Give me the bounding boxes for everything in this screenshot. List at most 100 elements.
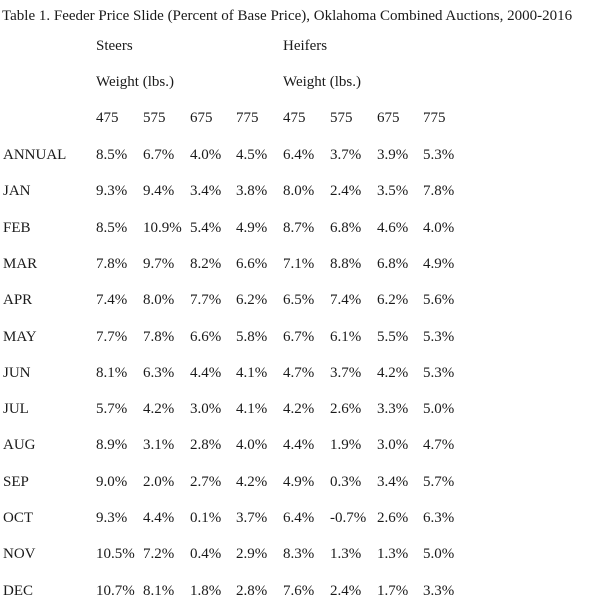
row-label: APR bbox=[3, 292, 33, 308]
table-cell: 3.8% bbox=[236, 183, 268, 199]
table-cell: 3.3% bbox=[423, 583, 455, 599]
row-label: JUL bbox=[3, 401, 29, 417]
table-cell: 4.7% bbox=[283, 365, 315, 381]
table-cell: 3.3% bbox=[377, 401, 409, 417]
steers-group-label: Steers bbox=[96, 38, 133, 54]
table-cell: 4.4% bbox=[283, 437, 315, 453]
row-label: FEB bbox=[3, 220, 31, 236]
table-cell: 4.9% bbox=[283, 474, 315, 490]
table-cell: 8.3% bbox=[283, 546, 315, 562]
table-cell: 6.7% bbox=[283, 329, 315, 345]
table-cell: 5.3% bbox=[423, 365, 455, 381]
heifers-group-label: Heifers bbox=[283, 38, 328, 54]
row-label: DEC bbox=[3, 583, 33, 599]
table-cell: 4.0% bbox=[236, 437, 268, 453]
table-cell: 6.2% bbox=[236, 292, 268, 308]
row-label: ANNUAL bbox=[3, 147, 67, 163]
table-cell: 7.8% bbox=[96, 256, 128, 272]
table-cell: 3.9% bbox=[377, 147, 409, 163]
table-cell: 4.1% bbox=[236, 365, 268, 381]
table-cell: 8.8% bbox=[330, 256, 362, 272]
table-cell: 7.4% bbox=[330, 292, 362, 308]
table-cell: 8.1% bbox=[143, 583, 175, 599]
table-cell: 7.4% bbox=[96, 292, 128, 308]
table-cell: 5.0% bbox=[423, 546, 455, 562]
table-cell: 1.8% bbox=[190, 583, 222, 599]
weight-header: 675 bbox=[190, 110, 213, 126]
table-cell: 2.4% bbox=[330, 183, 362, 199]
table-cell: 6.5% bbox=[283, 292, 315, 308]
table-cell: 4.9% bbox=[236, 220, 268, 236]
table-cell: 5.5% bbox=[377, 329, 409, 345]
table-cell: 4.4% bbox=[143, 510, 175, 526]
table-cell: 5.7% bbox=[423, 474, 455, 490]
table-cell: 8.2% bbox=[190, 256, 222, 272]
table-cell: 7.7% bbox=[190, 292, 222, 308]
table-cell: 10.5% bbox=[96, 546, 135, 562]
table-cell: 2.9% bbox=[236, 546, 268, 562]
table-cell: 8.0% bbox=[143, 292, 175, 308]
table-cell: 8.5% bbox=[96, 147, 128, 163]
weight-header: 775 bbox=[236, 110, 259, 126]
table-cell: 4.4% bbox=[190, 365, 222, 381]
table-cell: 7.8% bbox=[423, 183, 455, 199]
table-cell: 3.1% bbox=[143, 437, 175, 453]
table-cell: 3.0% bbox=[190, 401, 222, 417]
weight-header: 775 bbox=[423, 110, 446, 126]
table-cell: 5.7% bbox=[96, 401, 128, 417]
heifers-weight-label: Weight (lbs.) bbox=[283, 74, 361, 90]
table-cell: 5.3% bbox=[423, 329, 455, 345]
table-cell: 4.0% bbox=[190, 147, 222, 163]
table-cell: 2.7% bbox=[190, 474, 222, 490]
table-cell: 2.8% bbox=[236, 583, 268, 599]
table-cell: 6.3% bbox=[423, 510, 455, 526]
weight-header: 575 bbox=[330, 110, 353, 126]
table-cell: 6.4% bbox=[283, 510, 315, 526]
table-cell: 10.7% bbox=[96, 583, 135, 599]
table-cell: 1.3% bbox=[330, 546, 362, 562]
table-cell: 9.3% bbox=[96, 510, 128, 526]
table-cell: 3.4% bbox=[377, 474, 409, 490]
table-cell: 6.4% bbox=[283, 147, 315, 163]
table-cell: 6.6% bbox=[190, 329, 222, 345]
table-cell: 0.1% bbox=[190, 510, 222, 526]
table-cell: 3.5% bbox=[377, 183, 409, 199]
row-label: SEP bbox=[3, 474, 29, 490]
table-cell: 4.2% bbox=[236, 474, 268, 490]
steers-weight-label: Weight (lbs.) bbox=[96, 74, 174, 90]
table-cell: 0.3% bbox=[330, 474, 362, 490]
table-cell: 3.4% bbox=[190, 183, 222, 199]
table-cell: 2.6% bbox=[330, 401, 362, 417]
table-cell: 5.8% bbox=[236, 329, 268, 345]
table-cell: 6.1% bbox=[330, 329, 362, 345]
weight-header: 675 bbox=[377, 110, 400, 126]
table-cell: 7.7% bbox=[96, 329, 128, 345]
table-cell: 2.8% bbox=[190, 437, 222, 453]
table-cell: 4.2% bbox=[377, 365, 409, 381]
row-label: MAY bbox=[3, 329, 37, 345]
table-cell: 9.7% bbox=[143, 256, 175, 272]
table-cell: 8.9% bbox=[96, 437, 128, 453]
table-cell: 8.5% bbox=[96, 220, 128, 236]
table-cell: 4.9% bbox=[423, 256, 455, 272]
table-cell: 0.4% bbox=[190, 546, 222, 562]
table-cell: 4.2% bbox=[143, 401, 175, 417]
table-cell: 6.8% bbox=[330, 220, 362, 236]
table-cell: 2.0% bbox=[143, 474, 175, 490]
weight-header: 475 bbox=[96, 110, 119, 126]
table-cell: 2.6% bbox=[377, 510, 409, 526]
table-cell: 7.6% bbox=[283, 583, 315, 599]
table-cell: 6.2% bbox=[377, 292, 409, 308]
table-cell: 7.2% bbox=[143, 546, 175, 562]
table-cell: 2.4% bbox=[330, 583, 362, 599]
table-cell: 6.3% bbox=[143, 365, 175, 381]
table-cell: 9.0% bbox=[96, 474, 128, 490]
row-label: OCT bbox=[3, 510, 33, 526]
table-cell: 4.2% bbox=[283, 401, 315, 417]
table-cell: 8.1% bbox=[96, 365, 128, 381]
table-cell: 3.7% bbox=[330, 147, 362, 163]
table-cell: 6.6% bbox=[236, 256, 268, 272]
table-cell: 9.4% bbox=[143, 183, 175, 199]
table-cell: 3.7% bbox=[236, 510, 268, 526]
table-cell: 7.1% bbox=[283, 256, 315, 272]
